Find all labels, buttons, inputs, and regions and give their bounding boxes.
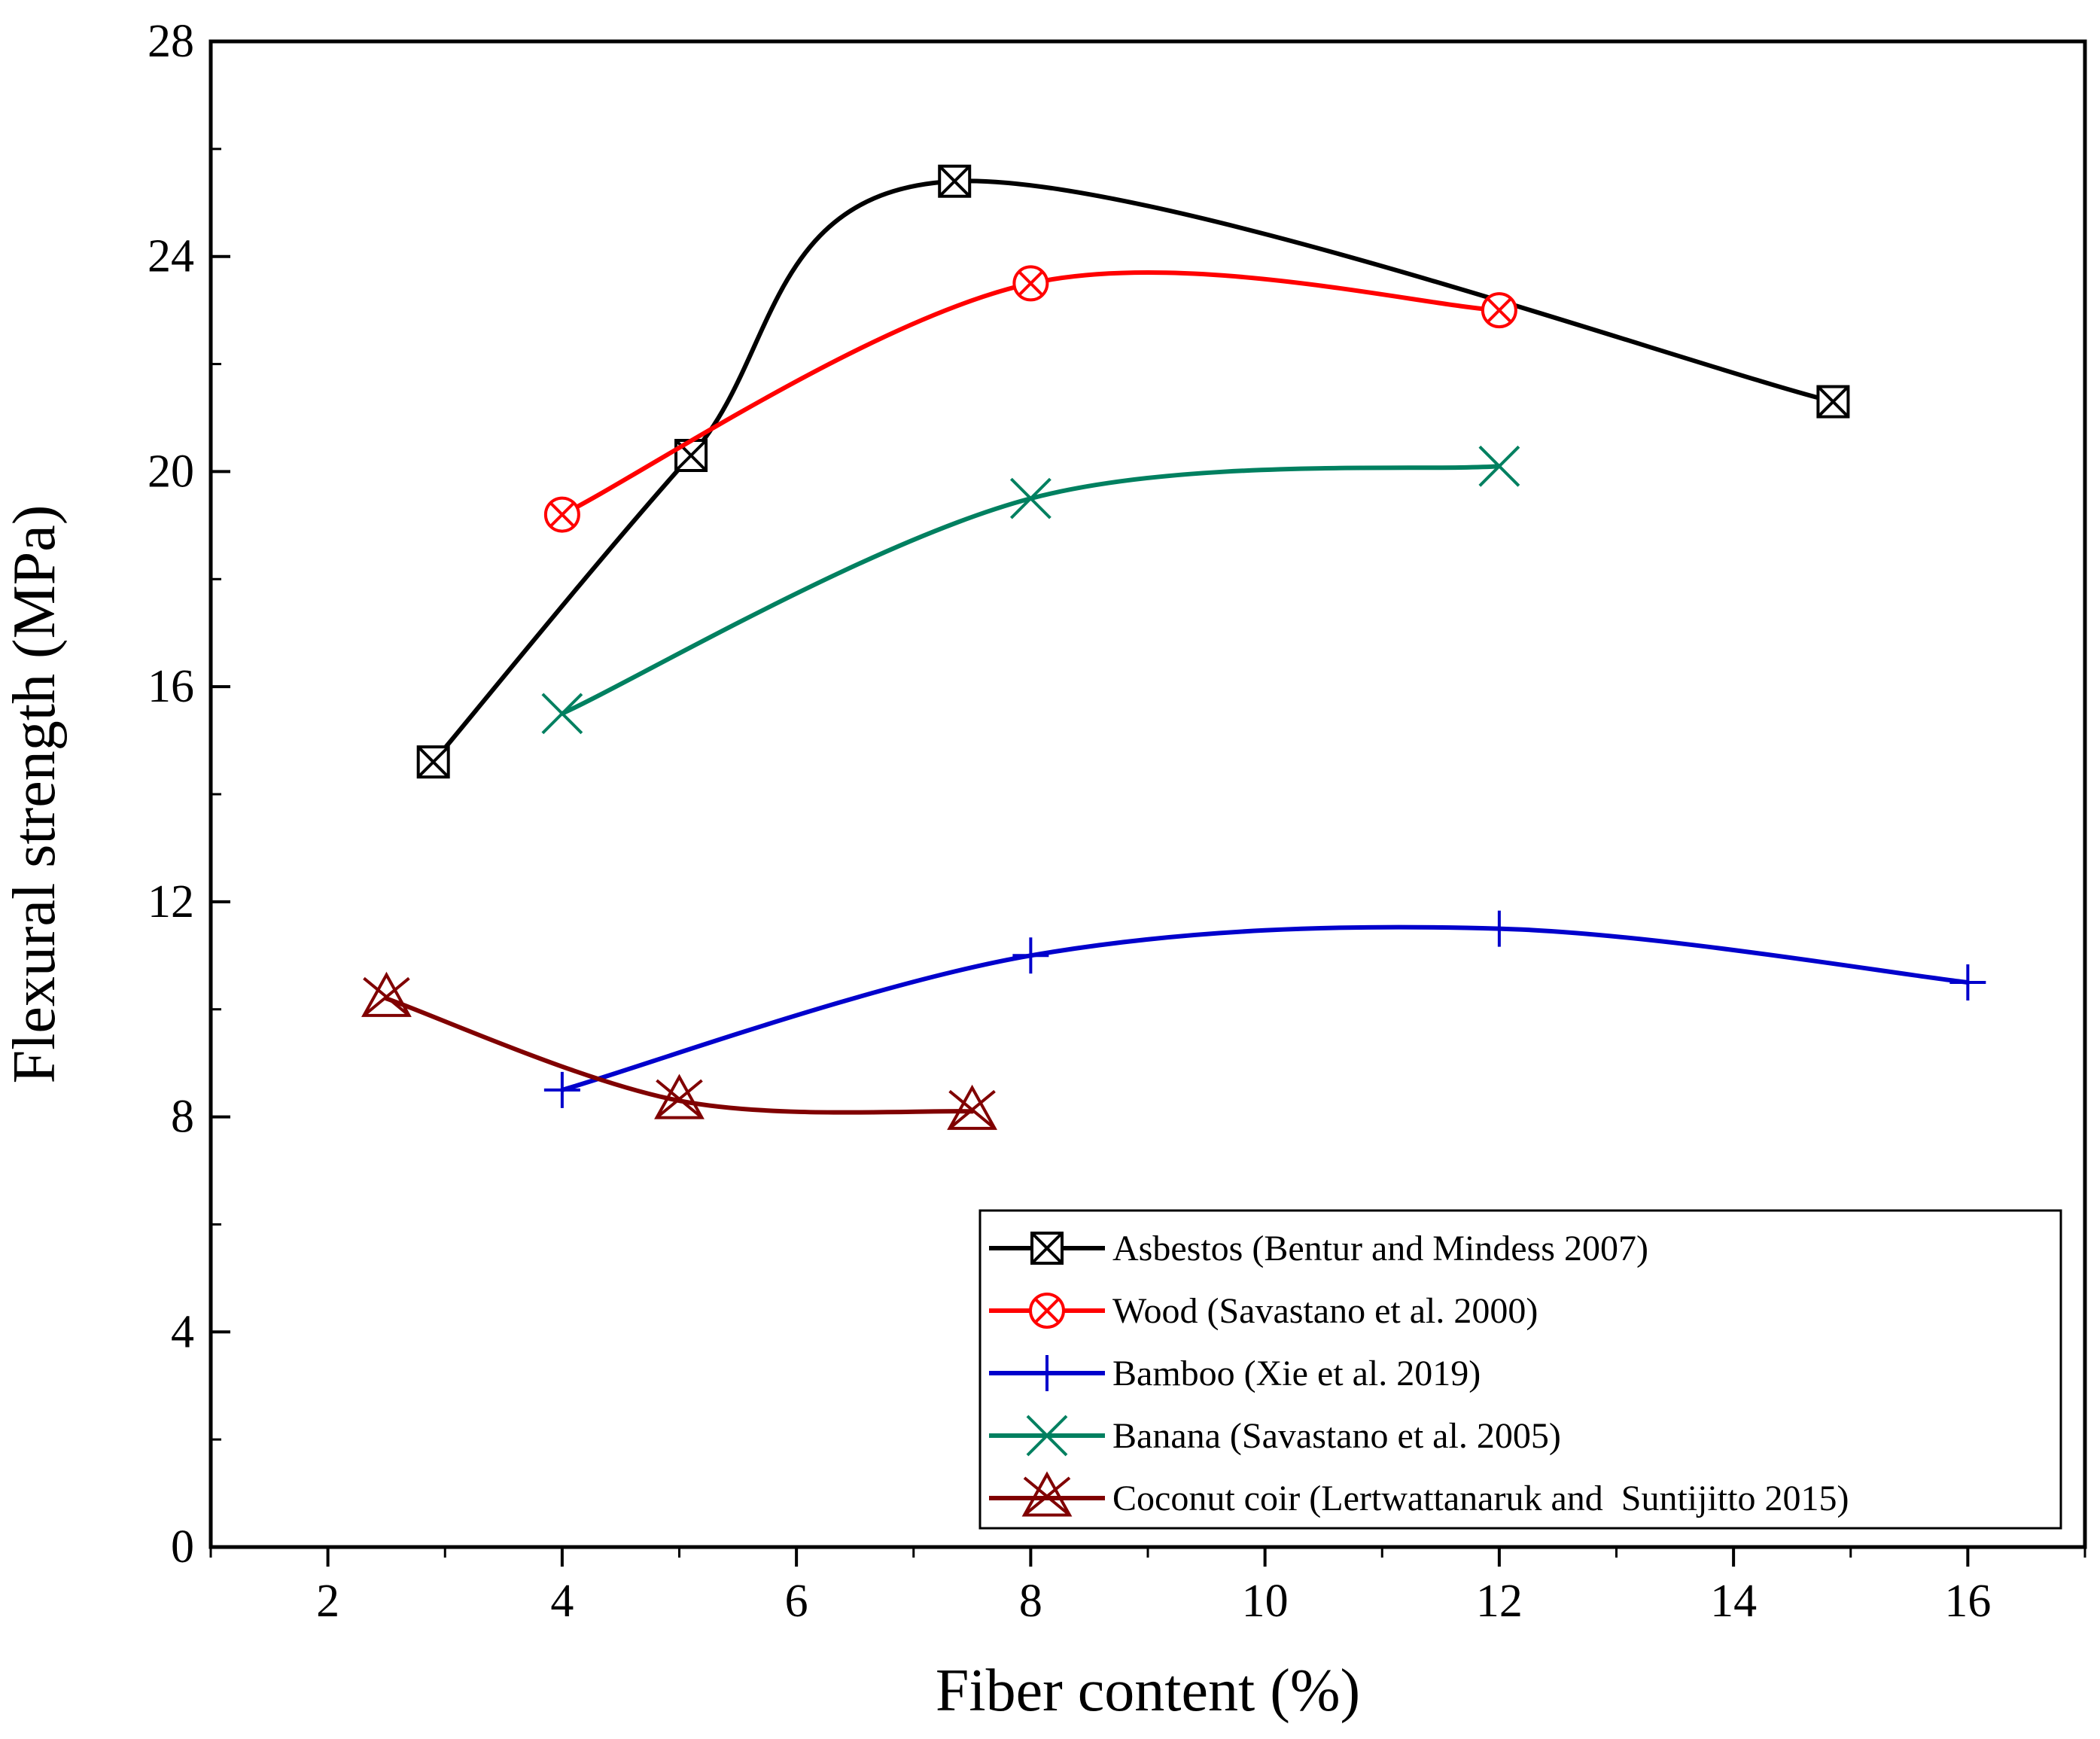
series-line (431, 178, 1836, 765)
series-3 (541, 445, 1520, 735)
legend-box (978, 1209, 2062, 1530)
data-point (938, 164, 972, 198)
y-tick-label: 16 (148, 661, 194, 712)
legend-marker (1026, 1415, 1068, 1457)
marker-diag (1478, 445, 1520, 487)
marker-diag (541, 693, 583, 735)
data-point (1009, 477, 1052, 519)
series-line (559, 464, 1502, 716)
y-tick-label: 8 (171, 1092, 194, 1143)
marker-diag (363, 976, 410, 1017)
y-tick-label: 12 (148, 876, 194, 927)
data-point (1012, 265, 1049, 302)
legend-marker (1030, 1232, 1064, 1265)
x-tick-label: 16 (1944, 1576, 1991, 1627)
legend-label: Banana (Savastano et al. 2005) (1112, 1416, 1561, 1456)
y-tick-label: 4 (171, 1306, 194, 1357)
legend-entry: Asbestos (Bentur and Mindess 2007) (989, 1229, 1648, 1268)
x-tick-label: 12 (1476, 1576, 1523, 1627)
data-point (1012, 937, 1049, 974)
legend-entry: Wood (Savastano et al. 2000) (989, 1291, 1538, 1331)
series-1 (543, 265, 1517, 533)
marker-triangle (654, 1074, 705, 1119)
x-tick-label: 2 (316, 1576, 339, 1627)
y-tick-label: 24 (148, 231, 194, 282)
x-axis: 2 4 6 8 10 12 14 16 (209, 1547, 2086, 1627)
marker-diag (417, 745, 450, 778)
x-tick-label: 8 (1019, 1576, 1042, 1627)
marker-diag (1026, 1415, 1068, 1457)
data-point (543, 496, 580, 533)
marker-diag (549, 501, 575, 528)
x-tick-label: 4 (550, 1576, 574, 1627)
marker-diag (1034, 1298, 1060, 1323)
y-axis-title: Flexural strength (MPa) (2, 505, 68, 1084)
data-point (1949, 964, 1986, 1000)
marker-diag (1816, 385, 1849, 418)
series-line (384, 996, 975, 1115)
series-layer (361, 164, 1986, 1130)
data-point (1481, 910, 1517, 947)
legend-label: Bamboo (Xie et al. 2019) (1112, 1354, 1481, 1393)
marker-diag (656, 1079, 703, 1119)
data-point (1478, 445, 1520, 487)
y-tick-label: 0 (171, 1521, 194, 1573)
x-axis-title: Fiber content (%) (936, 1658, 1360, 1724)
legend-label: Coconut coir (Lertwattanaruk and Suntiji… (1112, 1479, 1849, 1518)
series-line (559, 924, 1971, 1092)
legend-entry: Banana (Savastano et al. 2005) (989, 1415, 1561, 1457)
marker-diag (674, 439, 708, 472)
marker-triangle (1021, 1471, 1073, 1517)
data-point (361, 971, 412, 1017)
marker-diag (1018, 270, 1044, 297)
y-tick-label: 28 (148, 16, 194, 67)
x-tick-label: 10 (1242, 1576, 1289, 1627)
legend-marker (1029, 1355, 1065, 1391)
data-point (1816, 385, 1850, 419)
data-point (947, 1084, 997, 1130)
marker-diag (1023, 1476, 1071, 1517)
marker-diag (1030, 1232, 1064, 1265)
marker-diag (948, 1089, 996, 1130)
legend: Asbestos (Bentur and Mindess 2007) Wood (… (978, 1209, 2062, 1530)
marker-diag (1009, 477, 1052, 519)
series-line (559, 270, 1502, 517)
marker-triangle (947, 1084, 997, 1130)
data-point (1481, 292, 1517, 329)
legend-marker (1029, 1293, 1065, 1329)
legend-entry: Bamboo (Xie et al. 2019) (989, 1354, 1481, 1393)
y-tick-label: 20 (148, 446, 194, 497)
legend-marker (1021, 1471, 1073, 1517)
data-point (654, 1074, 705, 1119)
data-point (543, 1071, 580, 1108)
data-point (416, 745, 450, 779)
legend-label: Asbestos (Bentur and Mindess 2007) (1112, 1229, 1648, 1268)
marker-diag (1486, 297, 1512, 324)
x-tick-label: 14 (1710, 1576, 1757, 1627)
series-0 (416, 164, 1850, 779)
series-2 (543, 910, 1986, 1108)
y-axis: 0 4 8 12 16 20 24 28 (148, 16, 230, 1573)
series-4 (361, 971, 997, 1130)
marker-triangle (361, 971, 412, 1017)
marker-diag (938, 165, 971, 198)
data-point (541, 693, 583, 735)
legend-entry: Coconut coir (Lertwattanaruk and Suntiji… (989, 1471, 1849, 1518)
legend-label: Wood (Savastano et al. 2000) (1112, 1291, 1538, 1331)
x-tick-label: 6 (785, 1576, 808, 1627)
